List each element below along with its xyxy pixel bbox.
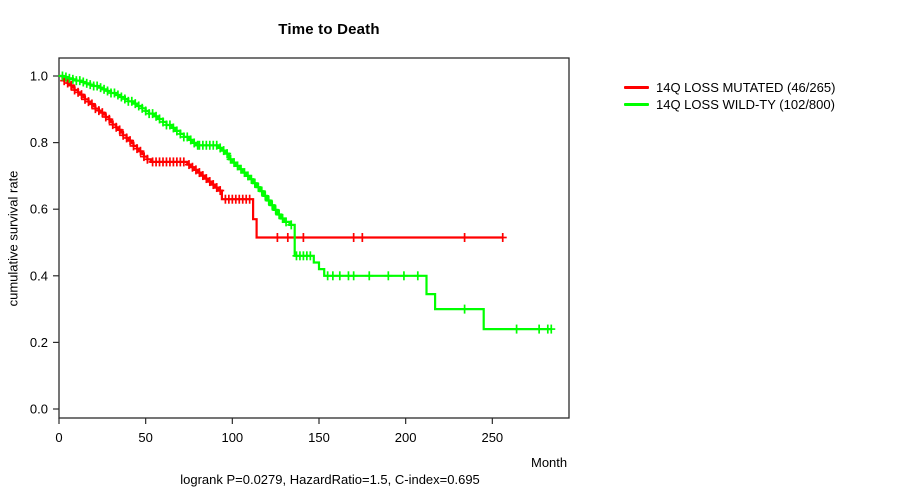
svg-text:150: 150 — [308, 430, 330, 445]
y-axis-label: cumulative survival rate — [5, 170, 21, 306]
legend-row-wildtype: 14Q LOSS WILD-TY (102/800) — [624, 96, 835, 112]
censor-marks-1 — [58, 71, 556, 334]
chart-title: Time to Death — [278, 21, 380, 38]
svg-text:0.4: 0.4 — [30, 268, 48, 283]
svg-text:250: 250 — [481, 430, 503, 445]
svg-text:50: 50 — [138, 430, 152, 445]
y-axis-ticks: 0.0 0.2 0.4 0.6 0.8 1.0 — [30, 69, 59, 417]
legend: 14Q LOSS MUTATED (46/265) 14Q LOSS WILD-… — [624, 79, 836, 112]
survival-curve-0 — [59, 74, 507, 243]
plot-frame — [58, 57, 570, 419]
legend-line-wildtype-icon — [624, 102, 649, 106]
legend-label-mutated: 14Q LOSS MUTATED (46/265) — [656, 79, 836, 95]
legend-label-wildtype: 14Q LOSS WILD-TY (102/800) — [656, 96, 835, 112]
svg-text:200: 200 — [395, 430, 417, 445]
legend-line-mutated-icon — [624, 85, 649, 89]
svg-text:0.2: 0.2 — [30, 335, 48, 350]
svg-text:0: 0 — [55, 430, 62, 445]
survival-curve-1 — [58, 71, 556, 334]
svg-text:0.0: 0.0 — [30, 402, 48, 417]
x-axis-ticks: 0 50 100 150 200 250 — [55, 418, 503, 445]
stats-annotation: logrank P=0.0279, HazardRatio=1.5, C-ind… — [180, 472, 480, 487]
svg-text:0.8: 0.8 — [30, 135, 48, 150]
y-axis-label-wrap: cumulative survival rate — [2, 58, 24, 418]
svg-text:1.0: 1.0 — [30, 69, 48, 84]
svg-text:100: 100 — [221, 430, 243, 445]
censor-marks-0 — [60, 76, 507, 243]
x-axis-label: Month — [531, 455, 568, 470]
svg-text:0.6: 0.6 — [30, 202, 48, 217]
legend-row-mutated: 14Q LOSS MUTATED (46/265) — [624, 79, 836, 95]
